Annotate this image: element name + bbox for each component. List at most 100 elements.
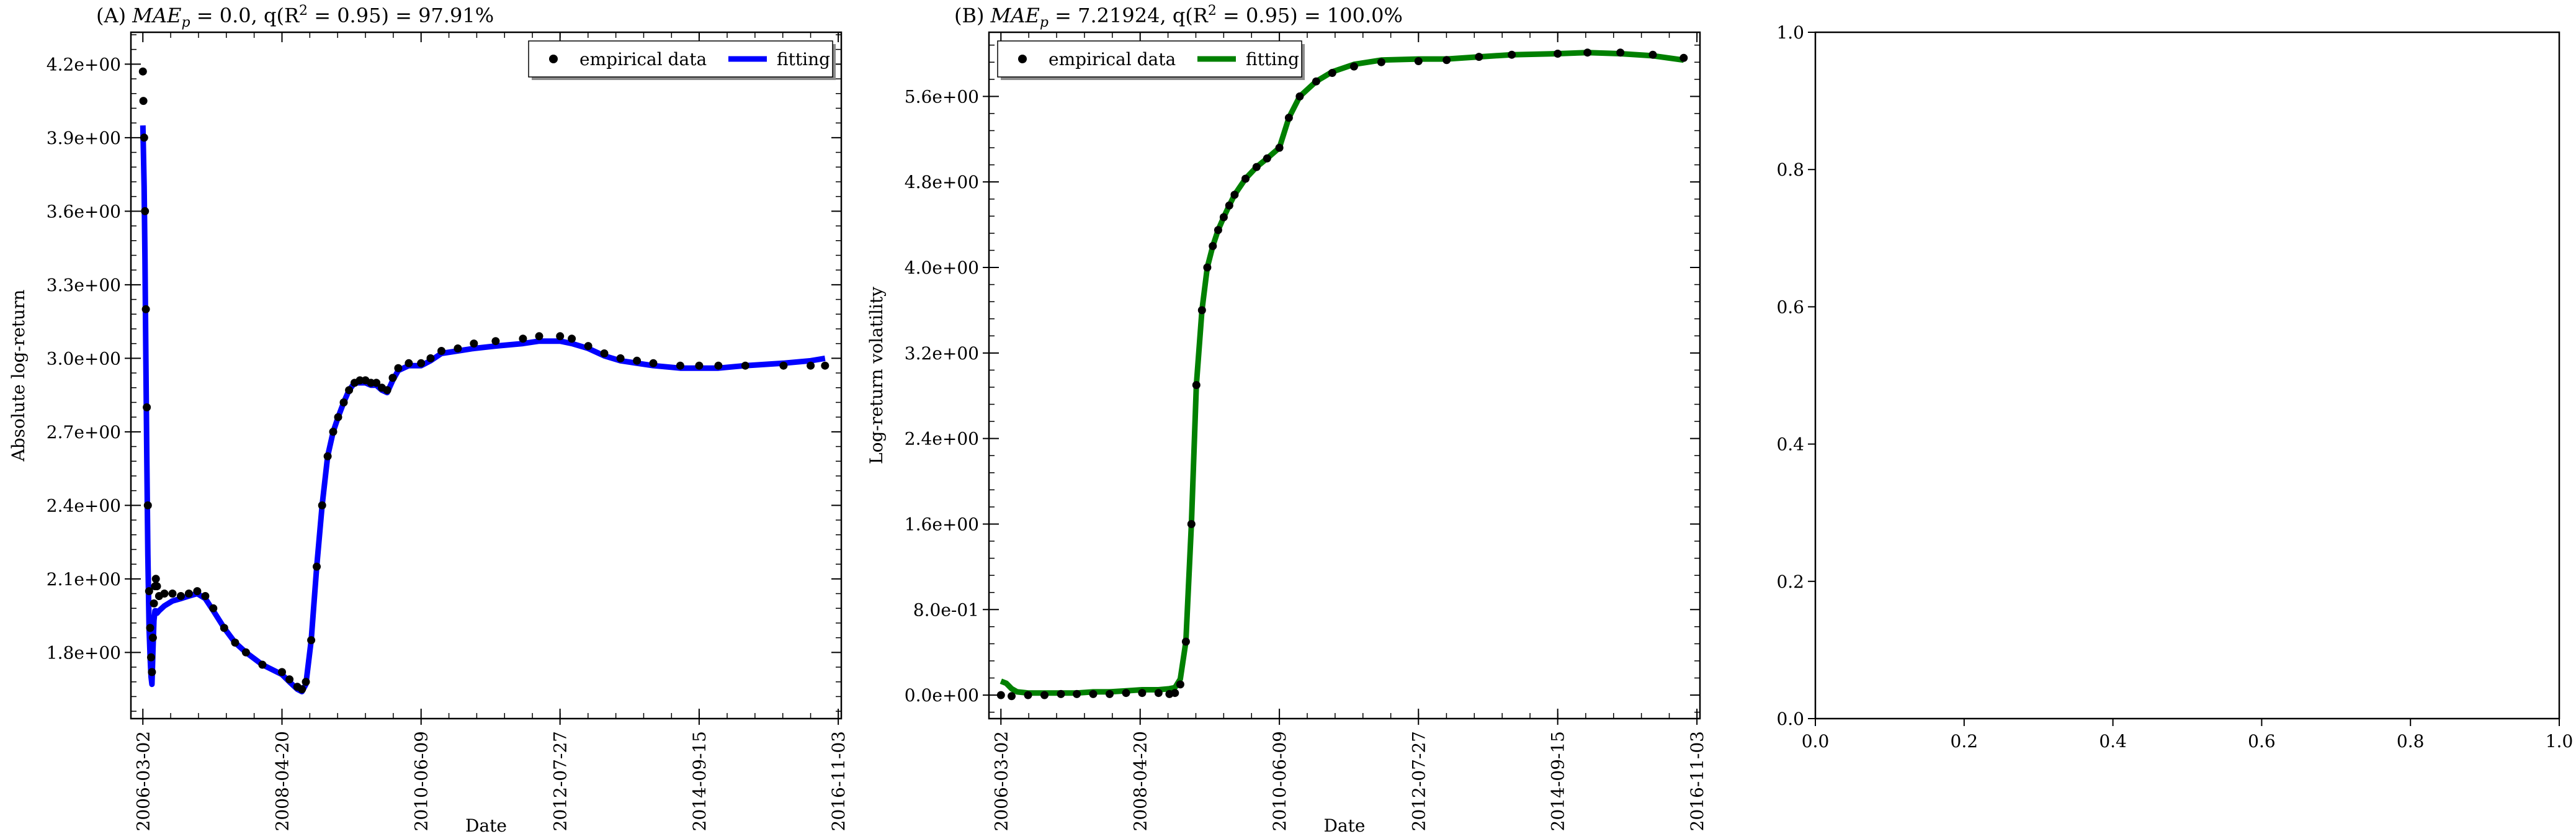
y-tick-label: 4.0e+00	[905, 258, 979, 278]
data-point	[1057, 689, 1065, 698]
data-point	[1554, 50, 1562, 58]
data-point	[139, 97, 148, 105]
data-point	[141, 305, 150, 313]
y-tick-label: 0.6	[1776, 297, 1804, 317]
x-tick-label: 2012-07-27	[550, 731, 571, 831]
data-point	[302, 678, 310, 686]
x-tick-label: 2008-04-20	[1130, 731, 1151, 831]
data-point	[821, 361, 830, 370]
y-tick-label: 4.8e+00	[905, 172, 979, 192]
data-point	[1616, 48, 1625, 57]
y-tick-label: 3.3e+00	[47, 275, 121, 295]
y-tick-label: 0.4	[1776, 434, 1804, 455]
data-point	[1106, 689, 1114, 698]
data-point	[143, 501, 152, 509]
y-tick-label: 3.2e+00	[905, 343, 979, 364]
fitting-line	[1000, 50, 1684, 696]
y-tick-label: 2.7e+00	[47, 422, 121, 442]
title-prefix: (A)	[96, 4, 132, 27]
y-tick-label: 3.6e+00	[47, 201, 121, 222]
data-point	[1295, 92, 1304, 101]
y-tick-label: 0.8	[1776, 159, 1804, 180]
data-point	[417, 359, 426, 367]
data-point	[519, 334, 527, 343]
data-point	[535, 332, 543, 341]
y-tick-label: 0.0	[1776, 709, 1804, 729]
x-tick-label: 2006-03-02	[991, 731, 1011, 831]
legend-label-fitting: fitting	[1246, 49, 1299, 70]
data-point	[153, 582, 161, 591]
data-point	[1328, 69, 1336, 77]
data-point	[556, 332, 565, 341]
data-point	[568, 334, 576, 343]
x-tick-label: 2010-06-09	[1269, 731, 1290, 831]
title-end: = 0.95) = 97.91%	[308, 4, 494, 27]
data-point	[160, 590, 169, 598]
data-point	[1209, 242, 1217, 250]
data-point	[148, 634, 157, 642]
data-point	[1187, 520, 1196, 528]
data-point	[996, 691, 1005, 699]
data-point	[470, 339, 478, 348]
data-point	[140, 133, 148, 142]
data-point	[1192, 381, 1201, 389]
y-tick-label: 3.9e+00	[47, 128, 121, 148]
data-point	[584, 342, 593, 351]
panel-c-empty-axes: 0.0 0.2 0.4 0.6 0.8 1.0 0.0 0.2 0.4 0.6 0.8 1.0	[1776, 22, 2573, 752]
title-end: = 0.95) = 100.0%	[1217, 4, 1403, 27]
data-point	[148, 668, 156, 676]
data-point	[807, 361, 815, 370]
data-point	[491, 337, 500, 346]
x-tick-label: 2008-04-20	[272, 731, 292, 831]
data-point	[241, 648, 250, 657]
data-point	[714, 361, 723, 370]
chart-title: (A) MAEp = 0.0, q(R2 = 0.95) = 97.91%	[96, 3, 494, 30]
y-tick-label: 0.2	[1776, 572, 1804, 592]
data-point	[278, 668, 286, 676]
data-point	[1008, 692, 1016, 701]
data-point	[231, 639, 239, 647]
y-tick-label: 1.0	[1776, 22, 1804, 43]
data-point	[1442, 56, 1451, 65]
data-point	[177, 592, 185, 600]
y-tick-label: 4.2e+00	[47, 54, 121, 74]
y-tick-label: 8.0e-01	[913, 599, 979, 620]
data-point	[454, 344, 462, 352]
x-tick-label: 1.0	[2546, 731, 2574, 752]
data-point	[147, 653, 155, 662]
y-tick-label: 5.6e+00	[905, 86, 979, 107]
x-tick-label: 0.2	[1951, 731, 1979, 752]
y-tick-label: 1.8e+00	[47, 642, 121, 663]
data-point	[1475, 53, 1483, 61]
x-tick-label: 2016-11-03	[1687, 731, 1707, 831]
data-point	[1214, 226, 1222, 235]
y-tick-label: 0.0e+00	[905, 685, 979, 706]
panel-a-chart: (A) MAEp = 0.0, q(R2 = 0.95) = 97.91% 1.8…	[8, 3, 849, 836]
data-point	[1154, 689, 1163, 698]
data-point	[633, 356, 642, 365]
data-point	[329, 428, 338, 436]
data-point	[1349, 62, 1358, 71]
y-axis-label: Log-return volatility	[866, 287, 887, 464]
data-point	[1583, 48, 1592, 57]
data-point	[394, 364, 403, 372]
data-point	[1508, 50, 1516, 59]
title-prefix: (B)	[954, 4, 991, 27]
data-point	[779, 361, 788, 370]
data-point	[145, 587, 153, 596]
data-point	[695, 361, 704, 370]
title-superscript: 2	[299, 3, 308, 19]
data-point	[383, 386, 391, 395]
panel-b-chart: (B) MAEp = 7.21924, q(R2 = 0.95) = 100.0…	[866, 3, 1707, 836]
legend: empirical data fitting	[997, 40, 1302, 78]
data-point	[649, 359, 658, 367]
data-point	[1040, 691, 1049, 699]
data-point	[201, 592, 210, 600]
y-tick-label: 2.4e+00	[47, 495, 121, 516]
data-point	[1252, 163, 1261, 171]
data-point	[1284, 114, 1293, 122]
plot-frame	[988, 31, 1701, 720]
data-point	[437, 347, 445, 355]
title-subscript: p	[181, 15, 190, 30]
y-tick-label: 1.6e+00	[905, 514, 979, 534]
